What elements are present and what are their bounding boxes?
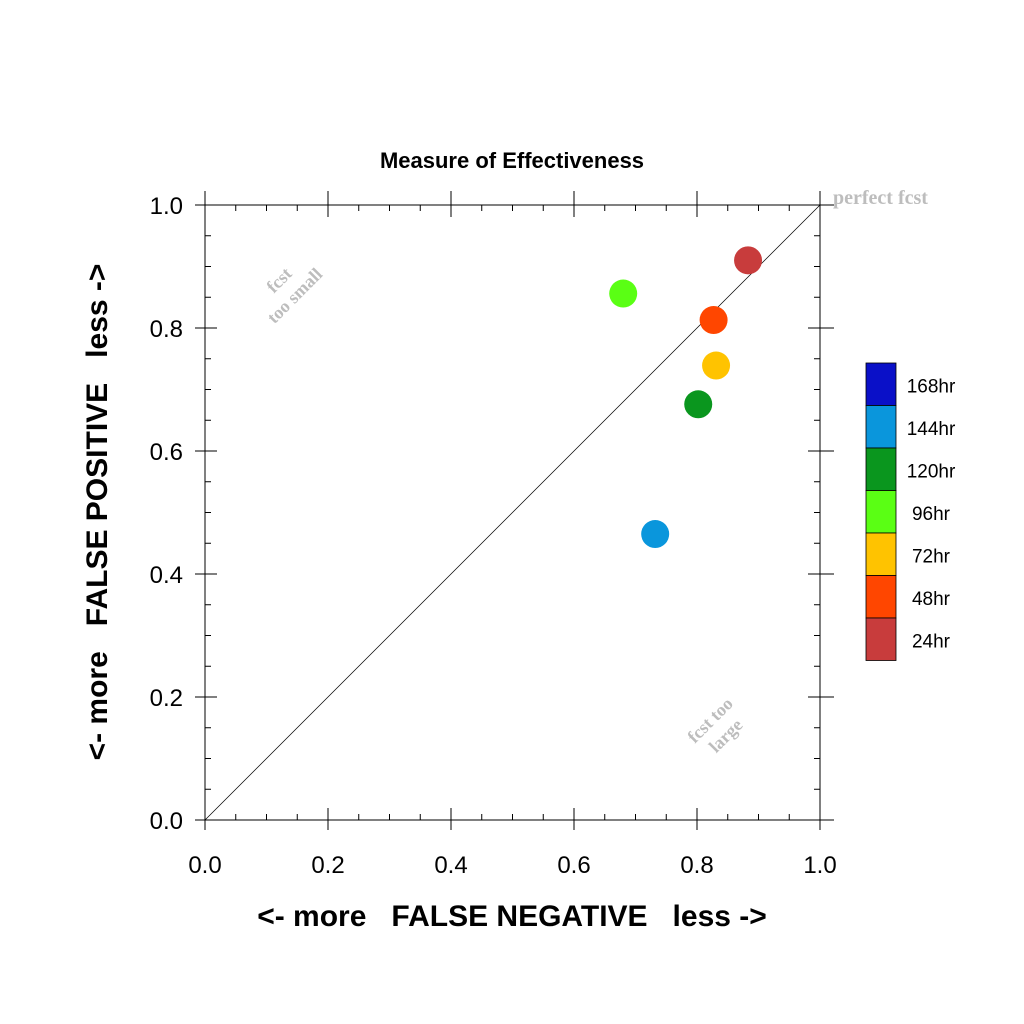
legend-label-168hr: 168hr bbox=[907, 376, 956, 397]
too-large-annotation: fcst too large bbox=[683, 693, 746, 756]
legend-swatch-24hr bbox=[865, 617, 897, 661]
x-tick-label: 0.8 bbox=[680, 852, 713, 879]
data-point-96hr bbox=[609, 279, 638, 308]
y-tick-label: 1.0 bbox=[150, 193, 183, 220]
legend-label-72hr: 72hr bbox=[912, 546, 951, 567]
x-tick-label: 0.2 bbox=[311, 852, 344, 879]
legend-label-96hr: 96hr bbox=[912, 504, 951, 525]
data-points bbox=[609, 246, 763, 549]
x-tick-label: 0.0 bbox=[188, 852, 221, 879]
major-ticks bbox=[195, 191, 834, 830]
x-axis-label: <- more FALSE NEGATIVE less -> bbox=[257, 900, 767, 933]
legend-label-120hr: 120hr bbox=[907, 461, 956, 482]
minor-ticks bbox=[205, 205, 820, 820]
chart-title: Measure of Effectiveness bbox=[380, 148, 644, 173]
plot-area bbox=[195, 191, 834, 830]
legend-swatch-144hr bbox=[865, 405, 897, 449]
x-tick-labels: 0.0 0.2 0.4 0.6 0.8 1.0 bbox=[188, 852, 836, 879]
y-tick-label: 0.4 bbox=[150, 562, 183, 589]
y-tick-label: 0.2 bbox=[150, 685, 183, 712]
legend-swatch-120hr bbox=[865, 447, 897, 491]
x-tick-label: 0.6 bbox=[557, 852, 590, 879]
y-axis-label: <- more FALSE POSITIVE less -> bbox=[81, 264, 114, 761]
legend-label-144hr: 144hr bbox=[907, 419, 956, 440]
legend-swatch-48hr bbox=[865, 575, 897, 619]
data-point-144hr bbox=[641, 520, 670, 549]
legend-swatch-168hr bbox=[865, 362, 897, 406]
y-tick-labels: 0.0 0.2 0.4 0.6 0.8 1.0 bbox=[150, 193, 183, 835]
legend-label-24hr: 24hr bbox=[912, 631, 951, 652]
legend-label-48hr: 48hr bbox=[912, 589, 951, 610]
y-tick-label: 0.6 bbox=[150, 439, 183, 466]
data-point-120hr bbox=[684, 390, 713, 419]
perfect-forecast-annotation: perfect fcst bbox=[833, 187, 928, 209]
data-point-48hr bbox=[699, 306, 728, 335]
x-tick-label: 1.0 bbox=[803, 852, 836, 879]
legend-swatch-96hr bbox=[865, 490, 897, 534]
too-small-annotation: fcst too small bbox=[262, 263, 326, 327]
y-tick-label: 0.0 bbox=[150, 808, 183, 835]
data-point-72hr bbox=[702, 351, 731, 380]
data-point-24hr bbox=[734, 246, 763, 275]
x-tick-label: 0.4 bbox=[434, 852, 467, 879]
y-tick-label: 0.8 bbox=[150, 316, 183, 343]
legend-swatch-72hr bbox=[865, 532, 897, 576]
legend: 168hr 144hr 120hr 96hr 72hr 48hr 24hr bbox=[865, 362, 956, 661]
